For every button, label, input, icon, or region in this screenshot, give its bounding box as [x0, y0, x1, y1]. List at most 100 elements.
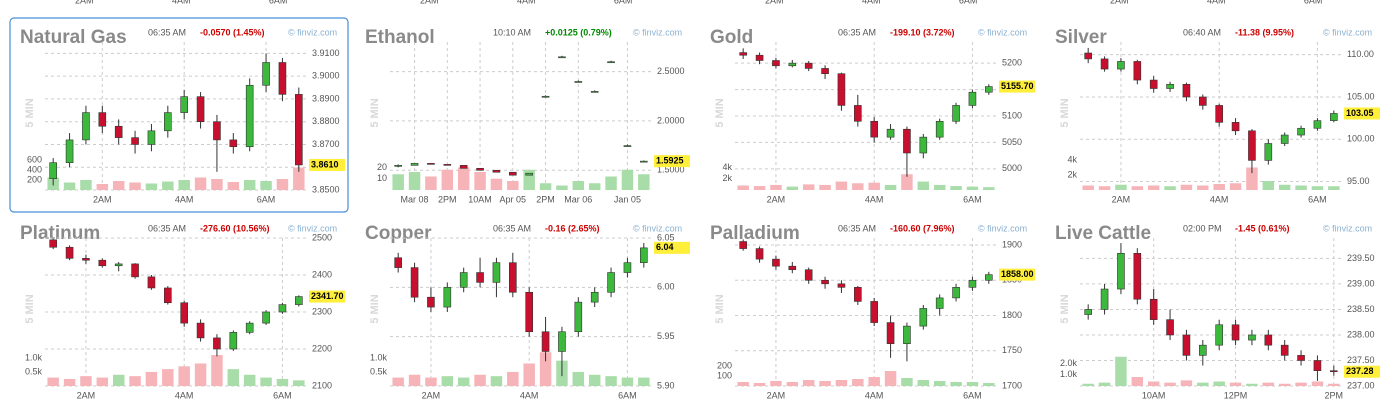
- volume-bar: [786, 382, 799, 386]
- last-price-box: [654, 155, 690, 168]
- y-tick-label: 239.00: [1347, 278, 1375, 288]
- candle-body: [1313, 120, 1322, 129]
- title: Live Cattle: [1055, 223, 1151, 244]
- candle-body: [804, 269, 813, 281]
- volume-bar: [1082, 185, 1094, 190]
- volume-bar: [950, 382, 962, 386]
- y-tick-label: 3.8800: [312, 116, 340, 126]
- candle-body: [476, 272, 484, 283]
- x-tick-label: 4AM: [865, 390, 884, 400]
- candle-body: [541, 95, 550, 98]
- candle-body: [788, 265, 797, 271]
- volume-bar: [211, 355, 223, 386]
- volume-bar: [474, 374, 486, 386]
- candle-body: [229, 139, 238, 148]
- volume-bar: [507, 181, 519, 190]
- volume-bar: [1147, 381, 1160, 386]
- y-tick-label: 6.05: [657, 232, 675, 242]
- volume-tick-label: 2k: [1067, 169, 1077, 179]
- interval: 5 MIN: [369, 98, 381, 127]
- title: Ethanol: [365, 27, 435, 48]
- y-tick-label: 1800: [1002, 310, 1022, 320]
- x-tick-label: 2AM: [767, 390, 786, 400]
- candle-body: [870, 120, 878, 138]
- candle-body: [1297, 127, 1305, 136]
- last-price-box: [999, 80, 1035, 93]
- candle-body: [65, 139, 74, 163]
- candle-body: [1231, 122, 1240, 132]
- y-tick-label: 2.5000: [657, 66, 685, 76]
- y-tick-label: 1750: [1002, 345, 1022, 355]
- top-strip-label: 2AM: [75, 0, 94, 5]
- volume-bar: [901, 174, 913, 190]
- volume-bar: [145, 183, 158, 190]
- volume-bar: [457, 167, 470, 190]
- volume-bar: [933, 184, 946, 190]
- last-price-label: 5155.70: [1001, 81, 1034, 91]
- source: © finviz.com: [288, 223, 337, 233]
- volume-bar: [917, 181, 930, 190]
- volume-bar: [737, 382, 749, 386]
- candle-body: [164, 112, 172, 132]
- candle-body: [821, 68, 829, 75]
- candle-body: [607, 61, 615, 64]
- candle-body: [590, 291, 599, 303]
- volume-bar: [523, 363, 535, 386]
- volume-tick-label: 20: [377, 162, 387, 172]
- volume-bar: [392, 377, 404, 386]
- candle-body: [772, 258, 780, 267]
- volume-bar: [129, 182, 141, 190]
- candle-body: [623, 145, 632, 147]
- candle-body: [968, 279, 977, 288]
- y-tick-label: 3.8500: [312, 184, 340, 194]
- volume-bar: [868, 377, 880, 386]
- volume-bar: [260, 377, 272, 386]
- volume-bar: [47, 377, 59, 386]
- top-strip-label: 4AM: [172, 0, 191, 5]
- top-strip-label: 2AM: [765, 0, 784, 5]
- last-price-label: 3.8610: [311, 159, 339, 169]
- candle-body: [114, 125, 123, 138]
- candle-body: [180, 96, 188, 113]
- volume-bar: [1328, 186, 1340, 190]
- x-tick-label: 2AM: [77, 390, 96, 400]
- volume-bar: [819, 381, 831, 386]
- candle-body: [295, 296, 303, 305]
- candle-body: [1084, 309, 1092, 315]
- volume-bar: [572, 181, 585, 190]
- volume-bar: [243, 180, 256, 190]
- candle-body: [903, 325, 911, 345]
- volume-bar: [178, 366, 190, 386]
- volume-bar: [1262, 181, 1275, 190]
- source: © finviz.com: [633, 27, 682, 37]
- volume-bar: [786, 186, 799, 190]
- candle-body: [213, 121, 221, 141]
- volume-bar: [227, 182, 240, 190]
- time: 06:35 AM: [493, 223, 531, 233]
- change: -11.38 (9.95%): [1235, 27, 1294, 37]
- x-tick-label: 10AM: [1142, 390, 1166, 400]
- volume-bar: [819, 184, 831, 190]
- candle-body: [147, 276, 156, 289]
- candle-body: [985, 86, 993, 93]
- last-price-label: 6.04: [656, 242, 674, 252]
- candle-body: [410, 163, 419, 166]
- volume-bar: [884, 371, 897, 386]
- volume-bar: [425, 377, 437, 386]
- candle-body: [180, 302, 188, 324]
- top-strip-label: 4AM: [862, 0, 881, 5]
- volume-tick-label: 2.0k: [1060, 358, 1078, 368]
- candle-body: [1215, 324, 1223, 346]
- x-tick-label: 2AM: [767, 194, 786, 204]
- volume-bar: [753, 186, 766, 190]
- last-price-label: 237.28: [1346, 366, 1374, 376]
- source: © finviz.com: [288, 27, 337, 37]
- candle-body: [1100, 58, 1109, 70]
- candle-body: [739, 241, 747, 249]
- volume-bar: [966, 186, 979, 190]
- last-price-box: [999, 268, 1035, 281]
- volume-bar: [1197, 382, 1209, 386]
- candle-body: [1149, 298, 1158, 320]
- volume-bar: [162, 181, 174, 190]
- candle-body: [1182, 334, 1191, 356]
